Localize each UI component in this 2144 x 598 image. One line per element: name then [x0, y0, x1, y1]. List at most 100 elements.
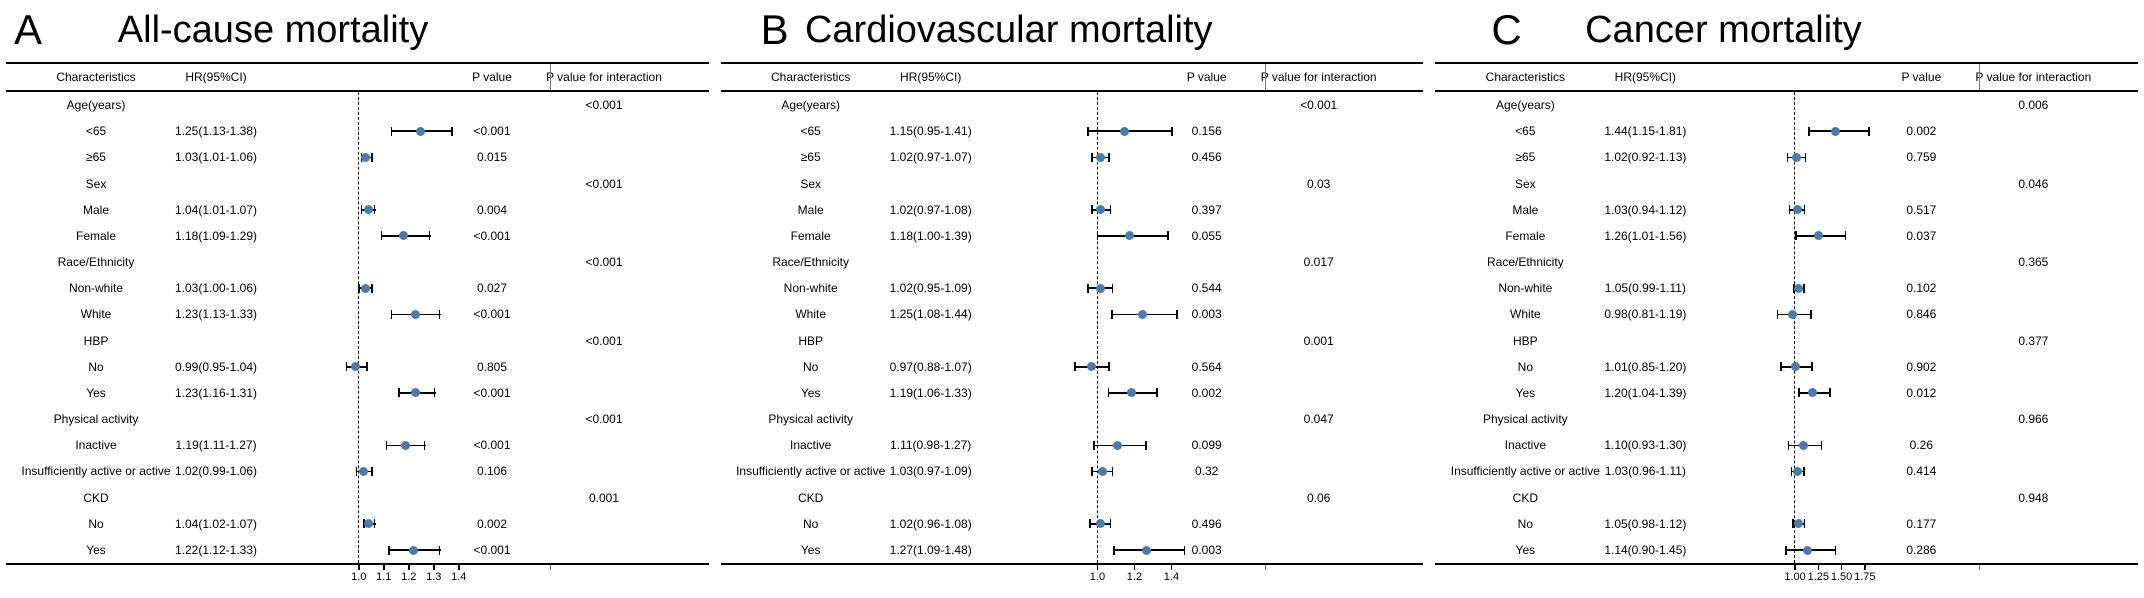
p-value: 0.156: [1191, 124, 1222, 139]
ci-cap-left: [1089, 519, 1091, 529]
characteristic-label: Male: [797, 202, 824, 217]
hr-point: [1792, 205, 1802, 215]
p-value: 0.012: [1906, 385, 1937, 400]
p-value: 0.26: [1909, 438, 1934, 453]
panel-all-cause-mortality: A All-cause mortality Characteristics HR…: [0, 0, 715, 598]
panel-letter: B: [760, 6, 789, 53]
hr-point: [361, 283, 370, 293]
hr-ci-value: 1.03(0.96-1.11): [1604, 464, 1686, 479]
ci-plot-area: [1739, 354, 1904, 380]
header-column-divider: [1979, 64, 1981, 90]
ci-plot-area: [310, 511, 475, 537]
ci-cap-right: [1108, 362, 1110, 372]
hr-ci-value: 1.14(0.90-1.45): [1604, 543, 1687, 557]
p-value: <0.001: [473, 228, 511, 243]
p-interaction-value: 0.377: [2018, 333, 2049, 348]
axis-tick: [1170, 565, 1173, 570]
characteristic-label: Race/Ethnicity: [1486, 255, 1564, 270]
p-value: 0.106: [476, 464, 508, 479]
characteristic-label: Yes: [1515, 543, 1536, 557]
hr-point: [363, 205, 373, 215]
p-value: <0.001: [473, 543, 511, 557]
characteristic-label: ≥65: [1515, 150, 1536, 165]
forest-row: Inactive 1.10(0.93-1.30) 0.26: [1435, 432, 2138, 458]
forest-row: Yes 1.27(1.09-1.48) 0.003: [721, 537, 1424, 563]
forest-row: ≥65 1.02(0.97-1.07) 0.456: [721, 144, 1424, 170]
hr-ci-value: 1.02(0.99-1.06): [174, 464, 258, 479]
p-interaction-value: 0.365: [2018, 255, 2049, 270]
ci-cap-right: [1810, 309, 1812, 319]
p-interaction-value: 0.047: [1303, 412, 1334, 427]
ci-cap-left: [1074, 362, 1077, 372]
hr-point: [1095, 519, 1105, 529]
p-value: 0.002: [1906, 124, 1937, 139]
ci-cap-left: [358, 283, 360, 293]
ci-plot-area: [1739, 432, 1904, 458]
column-header-hr-ci: HR(95%CI): [1614, 70, 1677, 84]
characteristic-label: Yes: [1515, 385, 1536, 400]
characteristic-label: HBP: [798, 333, 824, 348]
p-interaction-value: <0.001: [585, 333, 623, 348]
axis-tick: [383, 565, 385, 570]
ci-plot-area: [310, 301, 475, 327]
forest-group-row: HBP 0.001: [721, 328, 1424, 354]
characteristic-label: Insufficiently active or active: [21, 464, 171, 479]
characteristic-label: Yes: [800, 385, 821, 400]
forest-group-row: Age(years) 0.006: [1435, 92, 2138, 118]
hr-point: [1097, 466, 1107, 476]
p-value: 0.003: [1191, 307, 1222, 322]
p-interaction-value: <0.001: [585, 176, 623, 191]
column-header-hr-ci: HR(95%CI): [185, 70, 247, 84]
forest-row: <65 1.15(0.95-1.41) 0.156: [721, 118, 1424, 144]
table-header: Characteristics HR(95%CI) P value P valu…: [6, 62, 709, 92]
characteristic-label: Non-white: [1498, 281, 1553, 296]
p-value: 0.456: [1191, 150, 1222, 165]
ci-plot-area: [1739, 118, 1904, 144]
forest-group-row: Age(years) <0.001: [6, 92, 709, 118]
ci-cap-right: [1111, 283, 1114, 293]
ci-plot-area: [1739, 380, 1904, 406]
hr-ci-value: 0.97(0.88-1.07): [889, 359, 972, 374]
p-value: 0.496: [1191, 516, 1222, 531]
forest-group-row: Sex <0.001: [6, 171, 709, 197]
panel-letter: C: [1491, 6, 1522, 53]
ci-cap-left: [380, 231, 383, 241]
forest-row: ≥65 1.03(1.01-1.06) 0.015: [6, 144, 709, 170]
ci-cap-left: [1107, 388, 1110, 398]
axis-tick-label: 1.0: [351, 571, 367, 583]
p-value: 0.177: [1906, 516, 1937, 531]
characteristic-label: <65: [85, 124, 107, 139]
forest-row: Yes 1.14(0.90-1.45) 0.286: [1435, 537, 2138, 563]
p-value: 0.102: [1906, 281, 1937, 296]
forest-group-row: Race/Ethnicity <0.001: [6, 249, 709, 275]
hr-ci-value: 1.05(0.99-1.11): [1604, 281, 1686, 296]
p-value: 0.544: [1191, 281, 1222, 296]
ci-cap-left: [1776, 309, 1779, 319]
ci-plot-area: [1025, 380, 1190, 406]
forest-row: <65 1.44(1.15-1.81) 0.002: [1435, 118, 2138, 144]
ci-cap-left: [1111, 309, 1114, 319]
forest-row: ≥65 1.02(0.92-1.13) 0.759: [1435, 144, 2138, 170]
hr-ci-value: 1.03(1.00-1.06): [174, 281, 258, 296]
ci-cap-right: [1803, 205, 1806, 215]
ci-cap-right: [1183, 545, 1186, 555]
forest-row: Yes 1.20(1.04-1.39) 0.012: [1435, 380, 2138, 406]
hr-point: [1095, 152, 1105, 162]
characteristic-label: Race/Ethnicity: [772, 255, 850, 270]
p-value: 0.002: [476, 516, 508, 531]
hr-ci-value: 1.10(0.93-1.30): [1604, 438, 1687, 453]
characteristic-label: Male: [82, 202, 109, 217]
ci-cap-right: [438, 309, 441, 319]
ci-cap-right: [1868, 126, 1870, 136]
ci-cap-right: [451, 126, 453, 136]
forest-row: Female 1.18(1.00-1.39) 0.055: [721, 223, 1424, 249]
ci-cap-left: [1787, 440, 1790, 450]
characteristic-label: White: [80, 307, 112, 322]
column-header-p-value: P value: [1186, 70, 1227, 84]
ci-plot-area: [1025, 432, 1190, 458]
hr-ci-value: 1.02(0.96-1.08): [889, 516, 972, 531]
ci-plot-area: [1025, 301, 1190, 327]
p-interaction-value: 0.03: [1306, 176, 1331, 191]
panel-title: Cancer mortality: [1585, 9, 1862, 51]
p-interaction-value: 0.046: [2018, 176, 2049, 191]
